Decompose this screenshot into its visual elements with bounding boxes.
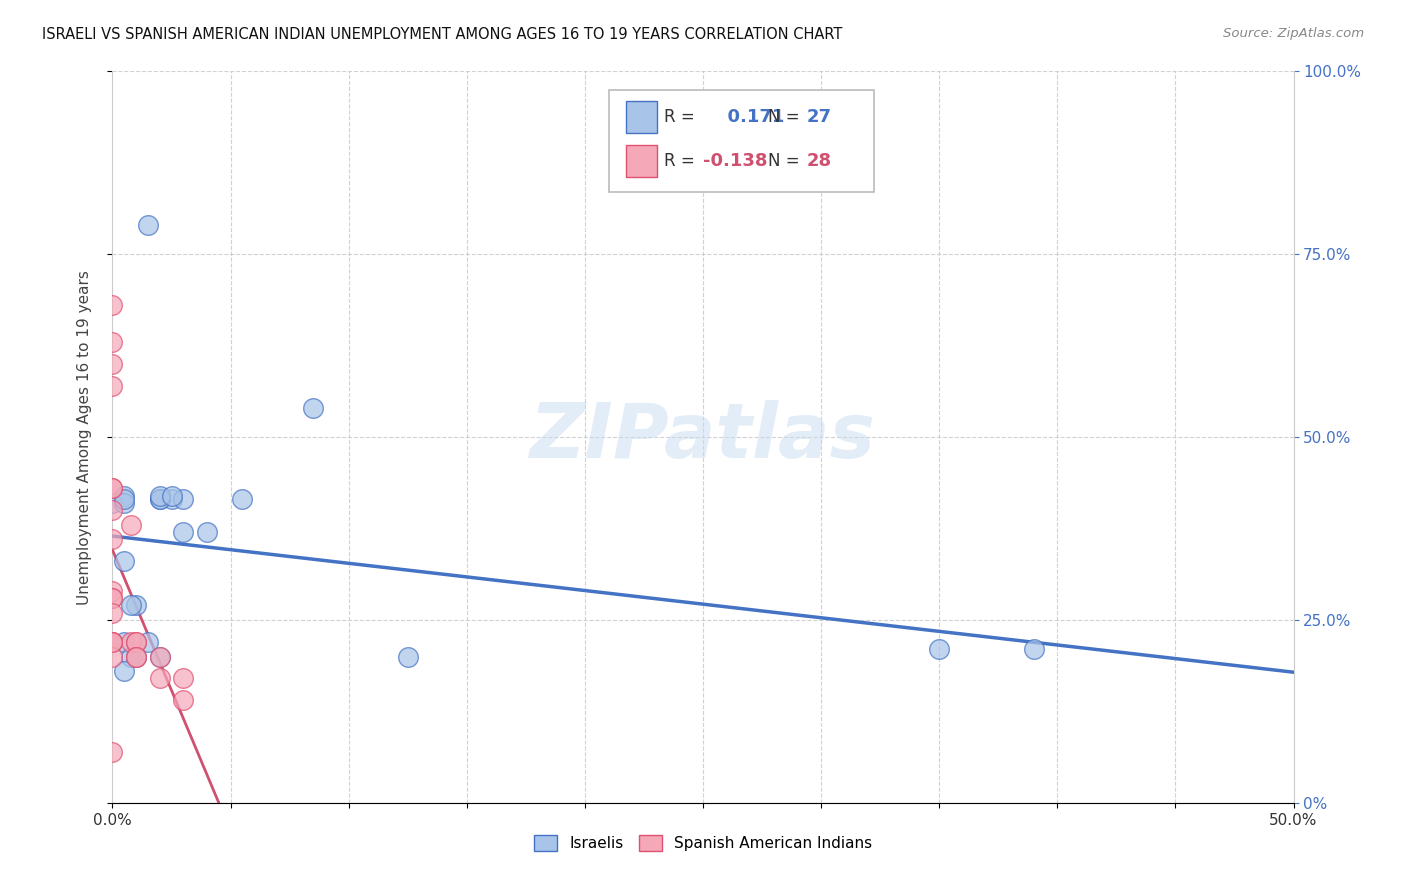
Point	[149, 672, 172, 686]
Point	[101, 379, 124, 393]
Text: ZIPatlas: ZIPatlas	[530, 401, 876, 474]
Point	[101, 591, 124, 605]
Point	[396, 649, 419, 664]
Text: N =: N =	[768, 153, 804, 170]
Point	[231, 492, 253, 507]
Point	[112, 554, 135, 568]
Point	[112, 635, 135, 649]
Text: 0.171: 0.171	[714, 108, 785, 126]
Text: 27: 27	[807, 108, 832, 126]
Point	[149, 649, 172, 664]
Point	[172, 672, 194, 686]
Point	[120, 635, 142, 649]
Point	[125, 649, 148, 664]
Point	[120, 517, 142, 532]
Point	[149, 492, 172, 507]
Text: R =: R =	[664, 108, 700, 126]
Point	[120, 599, 142, 613]
Text: 28: 28	[807, 153, 832, 170]
Point	[101, 334, 124, 349]
Point	[112, 664, 135, 678]
Point	[101, 745, 124, 759]
Point	[928, 642, 950, 657]
Point	[101, 649, 124, 664]
Y-axis label: Unemployment Among Ages 16 to 19 years: Unemployment Among Ages 16 to 19 years	[77, 269, 91, 605]
Point	[101, 481, 124, 495]
Point	[136, 635, 159, 649]
Text: R =: R =	[664, 153, 700, 170]
Point	[149, 492, 172, 507]
Point	[101, 583, 124, 598]
Point	[160, 492, 183, 507]
Point	[125, 635, 148, 649]
FancyBboxPatch shape	[626, 101, 657, 133]
Point	[149, 649, 172, 664]
Point	[101, 635, 124, 649]
Point	[101, 591, 124, 605]
Point	[149, 489, 172, 503]
Point	[302, 401, 325, 415]
Point	[125, 649, 148, 664]
Text: ISRAELI VS SPANISH AMERICAN INDIAN UNEMPLOYMENT AMONG AGES 16 TO 19 YEARS CORREL: ISRAELI VS SPANISH AMERICAN INDIAN UNEMP…	[42, 27, 842, 42]
Point	[101, 481, 124, 495]
Point	[101, 635, 124, 649]
Point	[125, 649, 148, 664]
FancyBboxPatch shape	[609, 90, 875, 192]
Point	[101, 635, 124, 649]
Point	[195, 525, 218, 540]
Point	[101, 533, 124, 547]
Point	[1022, 642, 1045, 657]
Point	[101, 298, 124, 312]
Point	[112, 489, 135, 503]
Point	[101, 496, 124, 510]
Point	[172, 525, 194, 540]
Point	[112, 492, 135, 507]
Text: N =: N =	[768, 108, 804, 126]
FancyBboxPatch shape	[626, 145, 657, 178]
Point	[125, 635, 148, 649]
Point	[112, 496, 135, 510]
Text: -0.138: -0.138	[703, 153, 768, 170]
Point	[101, 357, 124, 371]
Point	[120, 649, 142, 664]
Point	[160, 489, 183, 503]
Legend: Israelis, Spanish American Indians: Israelis, Spanish American Indians	[527, 830, 879, 857]
Point	[101, 606, 124, 620]
Point	[172, 693, 194, 707]
Point	[101, 503, 124, 517]
Point	[101, 635, 124, 649]
Point	[136, 218, 159, 232]
Text: Source: ZipAtlas.com: Source: ZipAtlas.com	[1223, 27, 1364, 40]
Point	[172, 492, 194, 507]
Point	[125, 599, 148, 613]
